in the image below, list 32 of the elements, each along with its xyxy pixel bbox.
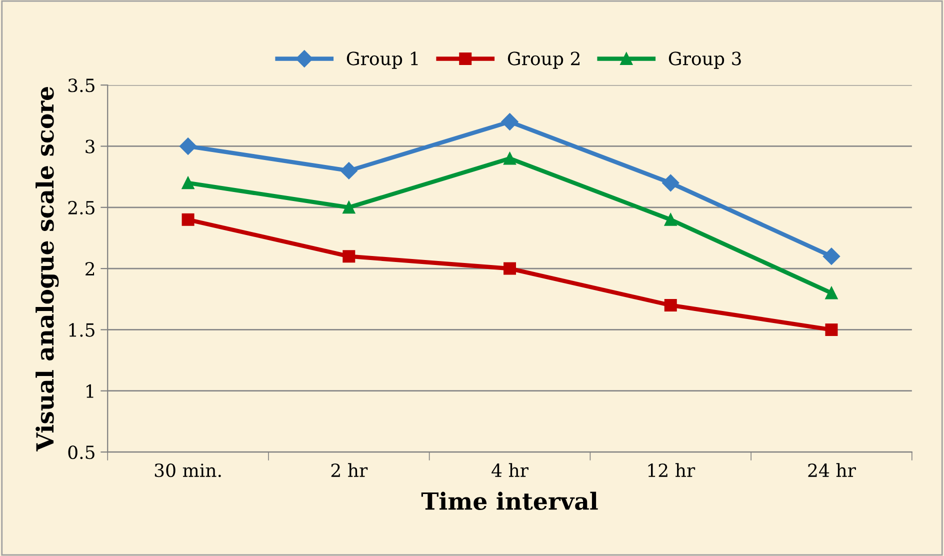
point [179, 138, 197, 155]
point [504, 152, 516, 165]
y-tick-label: 3.5 [68, 78, 94, 92]
point [182, 176, 194, 190]
point [822, 248, 840, 265]
point [664, 298, 677, 312]
point [342, 250, 356, 263]
point [182, 213, 194, 226]
y-tick-label: 1.5 [69, 323, 94, 337]
legend-label: Group 1 [346, 52, 418, 69]
y-tick-label: 2.5 [68, 200, 94, 215]
y-axis-title: Visual analogue scale score [36, 86, 59, 452]
point [342, 201, 356, 214]
x-tick-label: 2 hr [331, 463, 368, 477]
point [825, 286, 838, 300]
x-axis-title: Time interval [421, 492, 598, 510]
y-tick-label: 0.5 [68, 445, 94, 460]
y-tick-label: 3 [86, 140, 94, 154]
point [501, 113, 518, 130]
legend-label: Group 3 [668, 52, 741, 69]
point [340, 162, 358, 180]
point [825, 323, 838, 336]
y-tick-label: 2 [86, 262, 94, 276]
legend-label: Group 2 [508, 52, 580, 69]
x-tick-label: 12 hr [648, 463, 696, 477]
point [662, 174, 680, 192]
y-tick-label: 1 [86, 384, 94, 398]
x-tick-label: 24 hr [808, 463, 856, 477]
point [504, 262, 516, 275]
x-tick-label: 30 min. [154, 463, 221, 478]
x-tick-label: 4 hr [492, 463, 529, 477]
point [664, 213, 677, 226]
